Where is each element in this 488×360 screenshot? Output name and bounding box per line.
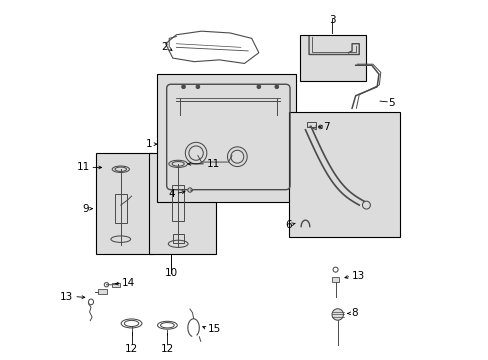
Bar [172, 234, 183, 243]
Bar [149, 153, 215, 253]
Bar [331, 277, 339, 282]
Text: 8: 8 [351, 309, 357, 318]
Ellipse shape [274, 85, 278, 89]
Text: 4: 4 [167, 189, 174, 199]
Bar [156, 74, 296, 202]
Bar [172, 185, 184, 221]
Ellipse shape [182, 85, 185, 89]
Text: 1: 1 [145, 139, 152, 149]
Text: 6: 6 [285, 220, 291, 230]
Text: 15: 15 [207, 324, 221, 334]
Text: 11: 11 [206, 159, 220, 169]
Text: 11: 11 [76, 162, 89, 172]
Text: 10: 10 [164, 267, 177, 278]
Text: 5: 5 [387, 98, 394, 108]
Ellipse shape [257, 85, 260, 89]
Bar [289, 112, 400, 237]
Ellipse shape [362, 201, 369, 209]
Bar [306, 122, 316, 127]
Text: 9: 9 [81, 204, 88, 214]
Text: 2: 2 [161, 42, 167, 52]
Ellipse shape [196, 85, 199, 89]
Bar [112, 283, 120, 287]
Bar [115, 194, 126, 223]
Text: 7: 7 [322, 122, 328, 132]
Bar [300, 35, 366, 81]
Text: 12: 12 [161, 343, 174, 354]
Ellipse shape [331, 309, 343, 320]
Text: 3: 3 [328, 15, 335, 25]
Bar [98, 289, 106, 294]
Text: 13: 13 [351, 271, 365, 281]
Bar [96, 153, 153, 253]
Ellipse shape [187, 188, 192, 192]
Text: 12: 12 [124, 343, 138, 354]
Text: 14: 14 [122, 278, 135, 288]
Text: 13: 13 [60, 292, 73, 302]
